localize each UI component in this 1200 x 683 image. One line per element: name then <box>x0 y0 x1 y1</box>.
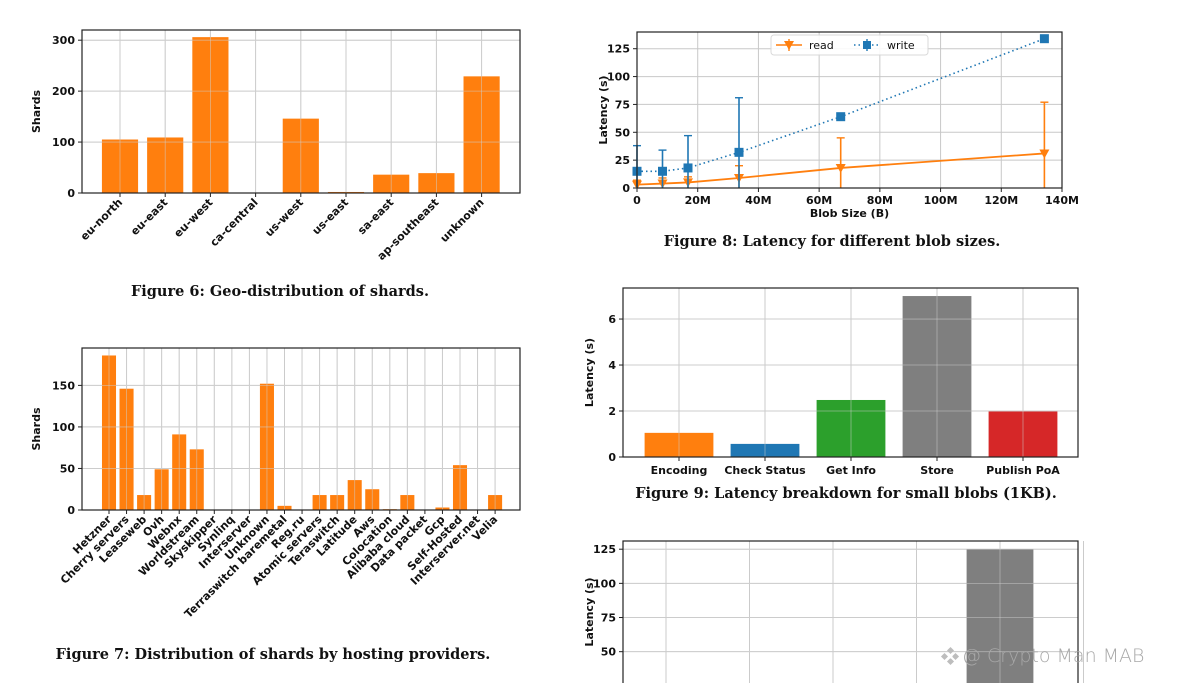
ytick-label: 200 <box>52 85 75 98</box>
xtick-label: sa-east <box>355 196 396 237</box>
xtick-label: us-west <box>263 196 306 239</box>
legend-box <box>770 34 929 56</box>
chart-fig10: 50 75 100 125 Latency (s) <box>583 540 1084 683</box>
xtick-label: 100M <box>924 194 958 207</box>
ytick-label: 125 <box>593 543 616 556</box>
chart-fig8: 0 25 50 75 100 125 Latency (s) 0 20M 40M 60M 80M 100… <box>597 31 1079 250</box>
ytick-label: 75 <box>615 98 630 111</box>
xtick-label: us-east <box>310 196 351 237</box>
ytick-label: 50 <box>615 126 631 139</box>
axes-frame <box>622 540 1079 683</box>
xtick-label: 60M <box>806 194 832 207</box>
ytick-label: 0 <box>608 451 616 464</box>
figure-caption: Figure 7: Distribution of shards by host… <box>56 646 491 663</box>
xtick-label: Publish PoA <box>986 464 1060 477</box>
xtick-label: 0 <box>633 194 641 207</box>
ytick-label: 25 <box>615 154 630 167</box>
legend: read write <box>770 34 929 56</box>
xtick-label: eu-north <box>78 196 125 243</box>
xtick-label: eu-west <box>171 196 215 240</box>
data-point <box>836 112 846 122</box>
ytick-label: 0 <box>622 182 630 195</box>
data-point <box>835 163 846 173</box>
legend-label-write: write <box>887 39 915 52</box>
ytick-label: 6 <box>608 313 616 326</box>
y-axis-label: Latency (s) <box>597 75 610 144</box>
figure-caption: Figure 8: Latency for different blob siz… <box>664 233 1001 250</box>
data-point <box>1039 149 1050 159</box>
xtick-label: Encoding <box>651 464 708 477</box>
watermark: @ Crypto Man MAB <box>940 645 1145 667</box>
ytick-label: 50 <box>601 646 617 659</box>
legend-label-read: read <box>809 39 834 52</box>
binance-logo-icon <box>940 646 960 666</box>
xtick-label: 40M <box>745 194 771 207</box>
ytick-label: 150 <box>52 379 75 392</box>
xtick-label: Get Info <box>826 464 876 477</box>
x-axis-label: Blob Size (B) <box>810 207 889 220</box>
axes-frame <box>81 347 521 511</box>
xtick-label: 80M <box>867 194 893 207</box>
series-line <box>636 152 1045 186</box>
ytick-label: 100 <box>607 71 630 84</box>
watermark-text: @ Crypto Man MAB <box>962 645 1145 667</box>
plot-area <box>632 34 1050 188</box>
data-point <box>734 147 744 157</box>
xtick-label: Check Status <box>724 464 806 477</box>
y-axis-label: Shards <box>30 90 43 133</box>
chart-fig9: 0 2 4 6 Latency (s) Encoding Check Status Get I… <box>583 287 1079 502</box>
xtick-label: 20M <box>685 194 711 207</box>
xtick-label: ca-central <box>208 196 261 249</box>
axes-frame <box>636 31 1063 189</box>
figure-caption: Figure 6: Geo-distribution of shards. <box>131 283 429 300</box>
ytick-label: 125 <box>607 43 630 56</box>
y-axis-label: Shards <box>30 407 43 450</box>
ytick-label: 100 <box>52 421 75 434</box>
ytick-label: 2 <box>608 405 616 418</box>
y-axis-label: Latency (s) <box>583 338 596 407</box>
ytick-label: 4 <box>608 359 616 372</box>
ytick-label: 0 <box>67 187 75 200</box>
legend-marker <box>784 41 794 50</box>
ytick-label: 0 <box>67 504 75 517</box>
ytick-label: 300 <box>52 34 75 47</box>
data-point <box>658 166 667 176</box>
xtick-label: 140M <box>1045 194 1079 207</box>
xtick-label: Store <box>920 464 954 477</box>
data-point <box>1039 34 1049 44</box>
y-axis-label: Latency (s) <box>583 577 596 646</box>
figure-caption: Figure 9: Latency breakdown for small bl… <box>635 485 1057 502</box>
xtick-label: eu-east <box>128 196 170 238</box>
chart-fig6: 0 100 200 300 Shards eu-north eu-east eu-westca… <box>30 29 521 300</box>
ytick-label: 75 <box>601 612 616 625</box>
data-point <box>683 163 693 173</box>
ytick-label: 100 <box>593 577 616 590</box>
legend-marker <box>863 41 871 49</box>
ytick-label: 50 <box>60 462 76 475</box>
series-line <box>637 37 1045 173</box>
ytick-label: 100 <box>52 136 75 149</box>
xtick-label: unknown <box>438 196 487 245</box>
xtick-label: 120M <box>984 194 1018 207</box>
